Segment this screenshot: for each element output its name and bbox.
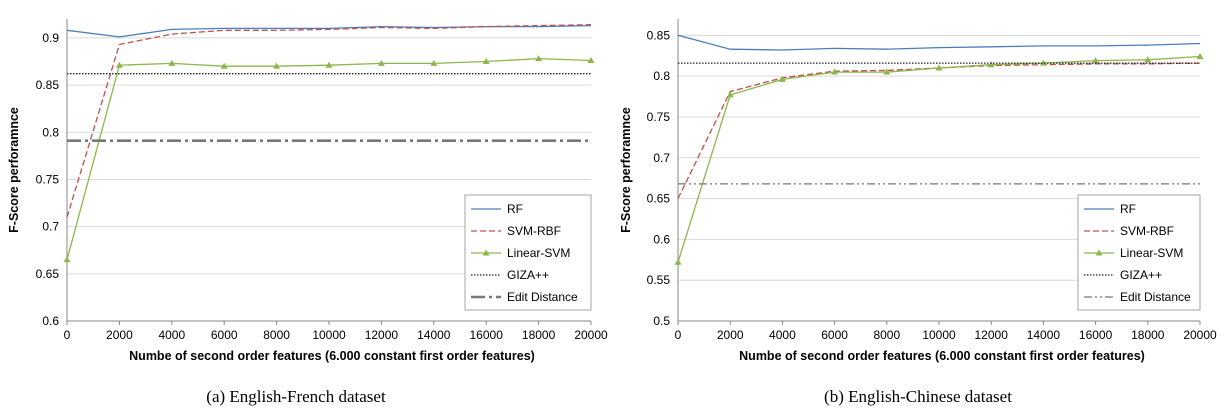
legend-label-rf: RF <box>507 202 523 216</box>
y-tick-label: 0.75 <box>36 172 60 186</box>
x-tick-label: 18000 <box>1131 328 1165 342</box>
x-tick-label: 16000 <box>1079 328 1113 342</box>
legend-label-edit-distance: Edit Distance <box>1120 290 1191 304</box>
y-tick-label: 0.7 <box>653 151 670 165</box>
x-tick-label: 20000 <box>574 328 608 342</box>
x-tick-label: 12000 <box>365 328 399 342</box>
legend-label-giza: GIZA++ <box>1120 268 1162 282</box>
x-tick-label: 0 <box>675 328 682 342</box>
y-axis-label: F-Score perforamnce <box>619 107 633 233</box>
y-tick-label: 0.55 <box>647 273 671 287</box>
y-tick-label: 0.8 <box>42 125 59 139</box>
point-linear-svm <box>64 256 71 262</box>
legend-label-rf: RF <box>1120 202 1136 216</box>
series-line-svm-rbf <box>678 63 1200 199</box>
x-tick-label: 10000 <box>922 328 956 342</box>
series-line-rf <box>67 26 591 37</box>
legend-label-edit-distance: Edit Distance <box>507 290 578 304</box>
legend-label-svm-rbf: SVM-RBF <box>1120 224 1174 238</box>
legend-label-linear-svm: Linear-SVM <box>507 246 570 260</box>
x-tick-label: 8000 <box>873 328 900 342</box>
series-line-svm-rbf <box>67 25 591 218</box>
y-tick-label: 0.65 <box>647 192 671 206</box>
caption-b: (b) English-Chinese dataset <box>824 387 1012 406</box>
x-tick-label: 2000 <box>717 328 744 342</box>
y-tick-label: 0.85 <box>36 78 60 92</box>
x-tick-label: 6000 <box>211 328 238 342</box>
legend-label-svm-rbf: SVM-RBF <box>507 224 561 238</box>
x-tick-label: 12000 <box>975 328 1009 342</box>
y-tick-label: 0.8 <box>653 69 670 83</box>
x-tick-label: 14000 <box>1027 328 1061 342</box>
x-axis-label: Numbe of second order features (6.000 co… <box>739 349 1145 363</box>
x-tick-label: 2000 <box>106 328 133 342</box>
y-tick-label: 0.7 <box>42 220 59 234</box>
y-tick-label: 0.9 <box>42 31 59 45</box>
series-line-rf <box>678 35 1200 50</box>
x-tick-label: 16000 <box>470 328 504 342</box>
x-axis-label: Numbe of second order features (6.000 co… <box>129 349 535 363</box>
y-axis-label: F-Score perforamnce <box>7 107 21 233</box>
x-tick-label: 6000 <box>821 328 848 342</box>
caption-a: (a) English-French dataset <box>206 387 386 406</box>
y-tick-label: 0.6 <box>653 232 670 246</box>
chart-english-chinese: 0.5 0.55 0.6 0.65 0.7 0.75 0.8 0.85 0 2000 4000 600… <box>619 19 1217 363</box>
y-tick-label: 0.85 <box>647 28 671 42</box>
x-tick-label: 10000 <box>312 328 346 342</box>
x-tick-label: 4000 <box>769 328 796 342</box>
legend-label-giza: GIZA++ <box>507 268 549 282</box>
x-tick-label: 20000 <box>1183 328 1217 342</box>
y-tick-label: 0.75 <box>647 110 671 124</box>
legend-label-linear-svm: Linear-SVM <box>1120 246 1183 260</box>
x-tick-label: 14000 <box>417 328 451 342</box>
y-tick-label: 0.65 <box>36 267 60 281</box>
x-tick-label: 0 <box>64 328 71 342</box>
y-tick-label: 0.6 <box>42 314 59 328</box>
legend: RF SVM-RBF Linear-SVM GIZA++ Edit Distance <box>465 195 591 310</box>
x-tick-label: 18000 <box>522 328 556 342</box>
x-tick-label: 8000 <box>263 328 290 342</box>
point-linear-svm <box>675 259 682 265</box>
x-tick-label: 4000 <box>158 328 185 342</box>
chart-english-french: 0.6 0.65 0.7 0.75 0.8 0.85 0.9 0 2000 4000 6000 800… <box>7 19 608 363</box>
y-tick-label: 0.5 <box>653 314 670 328</box>
legend: RF SVM-RBF Linear-SVM GIZA++ Edit Distance <box>1078 195 1200 310</box>
